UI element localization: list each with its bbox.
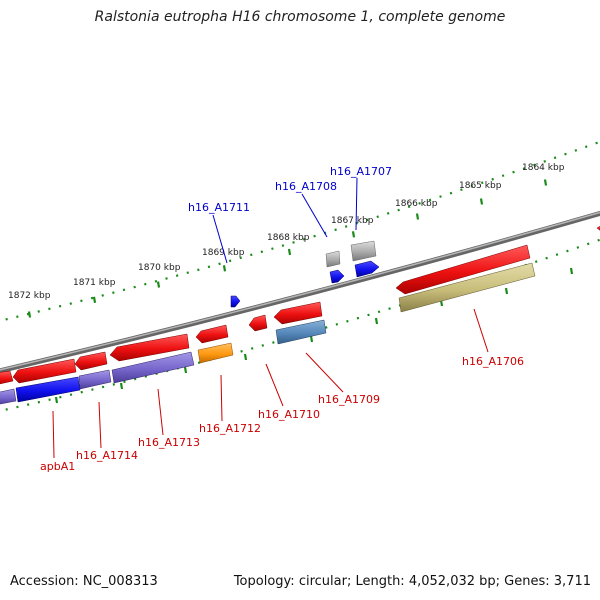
gene-label-h16-A1709[interactable]: h16_A1709: [318, 393, 380, 406]
gene-label-h16-A1713[interactable]: h16_A1713: [138, 436, 200, 449]
cds-reverse-6[interactable]: [248, 314, 268, 332]
leader-h16-A1707: [355, 177, 358, 231]
gene-h16-A1708-feature[interactable]: [325, 250, 341, 268]
scale-label-1872: 1872 kbp: [8, 291, 51, 301]
scale-label-1864: 1864 kbp: [522, 163, 565, 173]
accession-info: Accession: NC_008313: [10, 574, 158, 589]
accession-label: Accession:: [10, 574, 79, 589]
gene-label-h16-A1714[interactable]: h16_A1714: [76, 449, 138, 462]
scale-tick-1868: [287, 248, 292, 256]
topology-value: circular: [298, 574, 347, 589]
cds-reverse-1[interactable]: [0, 370, 14, 385]
accession-value: NC_008313: [82, 574, 158, 589]
gene-label-h16-A1710[interactable]: h16_A1710: [258, 408, 320, 421]
scale-tick-1870: [156, 281, 161, 288]
scale-tick-1864: [543, 179, 548, 186]
leader-h16-A1713: [157, 388, 164, 436]
cds-reverse-4[interactable]: [109, 333, 190, 362]
inner-ring-dots: [0, 238, 600, 413]
leader-apbA1: [52, 410, 55, 459]
gene-label-apbA1[interactable]: apbA1: [40, 460, 75, 473]
gene-labels: h16_A1711 h16_A1708 h16_A1707 h16_A1706 …: [40, 165, 524, 473]
gene-h16-A1706[interactable]: [398, 262, 536, 313]
scale-label-1869: 1869 kbp: [202, 248, 245, 258]
scale-tick-1871: [92, 296, 97, 303]
gene-apbA1[interactable]: [15, 376, 81, 403]
gene-h16-A1707-arrow[interactable]: [354, 260, 380, 278]
leader-h16-A1712: [220, 374, 223, 422]
scale-tick-1867: [351, 231, 356, 238]
reverse-strand-features: [0, 262, 536, 405]
scale-label-1871: 1871 kbp: [73, 278, 116, 288]
cds-reverse-5[interactable]: [195, 324, 229, 344]
leader-h16-A1714: [98, 401, 102, 449]
gene-reverse-edge[interactable]: [0, 388, 17, 405]
cds-reverse-8[interactable]: [395, 244, 531, 295]
length-label: Length:: [355, 574, 405, 589]
leader-h16-A1708: [301, 193, 328, 238]
genes-value: 3,711: [553, 574, 591, 589]
scale-label-1870: 1870 kbp: [138, 263, 181, 273]
length-value: 4,052,032 bp: [408, 574, 496, 589]
gene-h16-A1712[interactable]: [197, 342, 234, 364]
gene-h16-A1709[interactable]: [275, 319, 327, 345]
topology-label: Topology:: [233, 574, 295, 589]
scale-label-1865: 1865 kbp: [459, 181, 502, 191]
scale-label-1867: 1867 kbp: [331, 216, 374, 226]
chromosome-backbone: [0, 210, 600, 374]
scale-labels: 1872 kbp 1871 kbp 1870 kbp 1869 kbp 1868…: [8, 163, 565, 301]
gene-label-h16-A1706[interactable]: h16_A1706: [462, 355, 524, 368]
leader-h16-A1709: [305, 352, 344, 393]
gene-h16-A1711-arrow[interactable]: [230, 295, 241, 308]
scale-label-1866: 1866 kbp: [395, 199, 438, 209]
reverse-strand-cds: [0, 225, 600, 385]
scale-label-1868: 1868 kbp: [267, 233, 310, 243]
leader-h16-A1711: [212, 214, 228, 264]
scale-ring: [0, 140, 600, 322]
gene-label-h16-A1708[interactable]: h16_A1708: [275, 180, 337, 193]
gene-h16-A1713[interactable]: [111, 351, 195, 384]
scale-tick-1869: [222, 265, 227, 272]
cds-reverse-3[interactable]: [74, 351, 108, 371]
gene-h16-A1707-feature[interactable]: [350, 240, 377, 262]
leader-h16-A1706: [473, 308, 489, 353]
scale-ring-dots: [0, 140, 600, 322]
cds-reverse-2[interactable]: [12, 358, 77, 384]
gene-label-h16-A1712[interactable]: h16_A1712: [199, 422, 261, 435]
gene-label-h16-A1707[interactable]: h16_A1707: [330, 165, 392, 178]
scale-tick-1865: [479, 198, 484, 205]
gene-h16-A1714[interactable]: [78, 369, 112, 390]
leader-lines: [52, 177, 489, 459]
scale-tick-1872: [27, 311, 32, 318]
gene-h16-A1708-arrow[interactable]: [329, 269, 345, 284]
map-title: Ralstonia eutropha H16 chromosome 1, com…: [94, 9, 506, 25]
gene-label-h16-A1711[interactable]: h16_A1711: [188, 201, 250, 214]
genome-stats: Topology: circular; Length: 4,052,032 bp…: [233, 574, 591, 589]
scale-tick-1866: [415, 213, 420, 220]
leader-h16-A1710: [265, 363, 284, 407]
genes-label: Genes:: [504, 574, 550, 589]
forward-strand-features: [230, 240, 380, 308]
cds-reverse-7[interactable]: [273, 301, 323, 325]
